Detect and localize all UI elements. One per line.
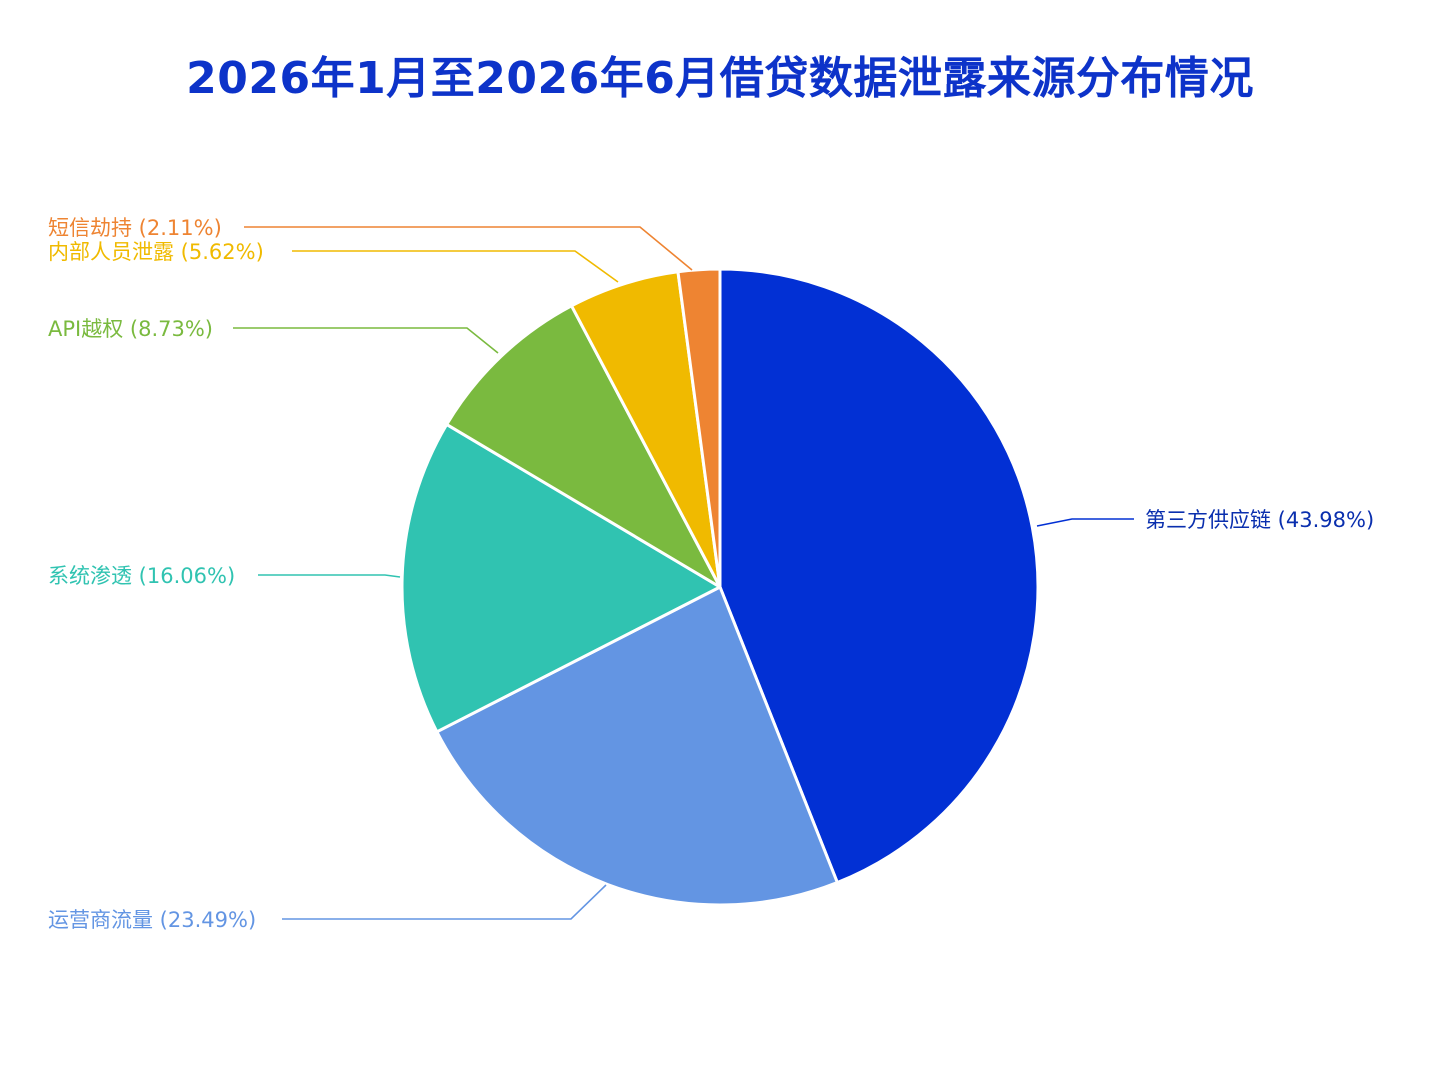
pie-slice-2	[435, 585, 839, 907]
pie-labels: 第三方供应链 (43.98%) 运营商流量 (23.49%) 系统渗透 (16.06…	[48, 216, 1374, 932]
leader-line-4	[233, 327, 499, 354]
leader-line-2	[282, 884, 607, 920]
pie-slice-4	[445, 304, 722, 589]
chart-title: 2026年1月至2026年6月借贷数据泄露来源分布情况	[186, 53, 1254, 104]
pie-slices	[400, 267, 1040, 907]
slice-label-5: 内部人员泄露 (5.62%)	[48, 240, 264, 264]
leader-line-1	[1036, 518, 1134, 527]
slice-label-4: API越权 (8.73%)	[48, 317, 213, 341]
pie-slice-3	[400, 422, 722, 734]
leader-line-3	[258, 574, 401, 578]
slice-label-1: 第三方供应链 (43.98%)	[1145, 508, 1374, 532]
pie-slice-1	[718, 267, 1040, 885]
leader-line-6	[244, 226, 693, 271]
leader-line-5	[292, 250, 619, 283]
slice-label-2: 运营商流量 (23.49%)	[48, 908, 256, 932]
pie-slice-6	[676, 267, 722, 589]
slice-label-6: 短信劫持 (2.11%)	[48, 216, 222, 240]
slice-label-3: 系统渗透 (16.06%)	[48, 564, 235, 588]
